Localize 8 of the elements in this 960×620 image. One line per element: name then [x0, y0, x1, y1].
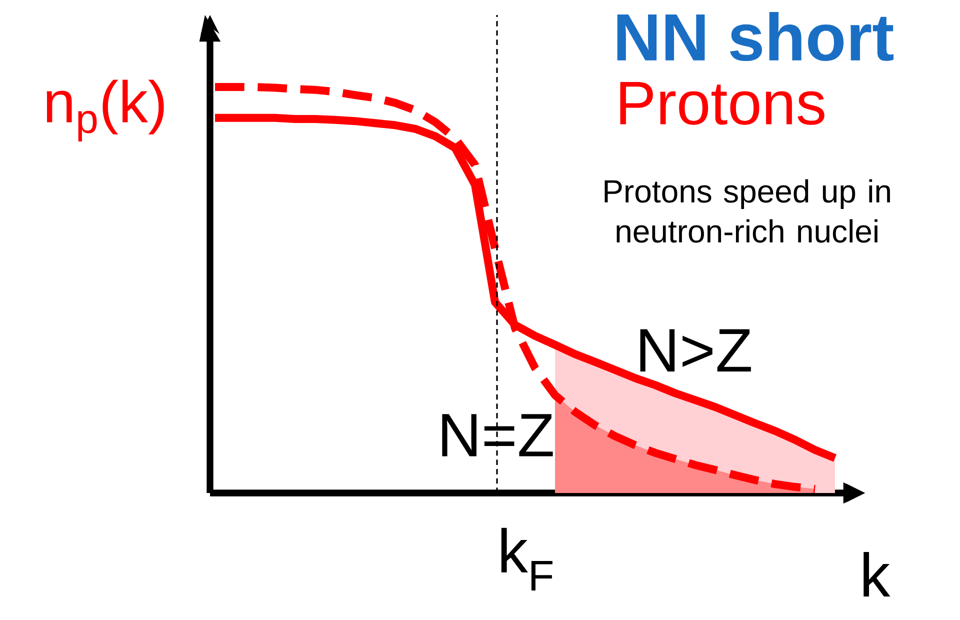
text: k$_{F}$ [501, 528, 552, 590]
series-label: N=Z [442, 414, 553, 456]
chart-subtitle: Protons [620, 82, 824, 125]
y-axis-title: n$_{p}$(k) [46, 80, 164, 142]
chart-title: NN short [617, 12, 894, 61]
x-axis-title: k [864, 552, 890, 596]
annotation: Protons speed up in neutron-rich nuclei [604, 179, 890, 243]
series-label: N>Z [640, 329, 751, 372]
